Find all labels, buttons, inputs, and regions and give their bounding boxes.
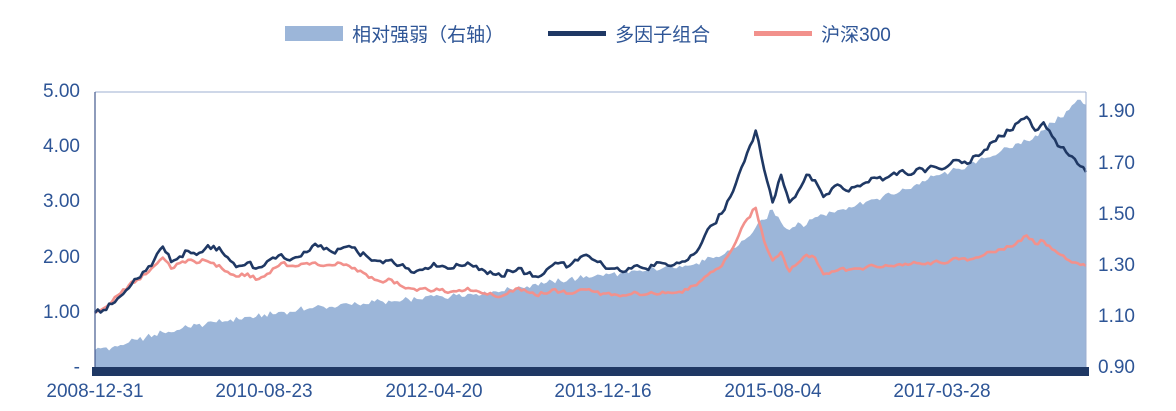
legend-item-csi300: 沪深300: [754, 20, 891, 47]
x-axis-tick-label: 2013-12-16: [554, 381, 652, 402]
chart-legend: 相对强弱（右轴） 多因子组合 沪深300: [0, 20, 1176, 47]
relative-strength-area: [95, 99, 1086, 368]
legend-label-multifactor: 多因子组合: [615, 25, 711, 46]
legend-label-relative-strength: 相对强弱（右轴）: [352, 25, 505, 46]
legend-label-csi300: 沪深300: [821, 25, 891, 46]
x-axis-tick-label: 2010-08-23: [215, 381, 313, 402]
y-axis-tick-label-right: 0.90: [1098, 357, 1135, 378]
x-axis-tick-label: 2017-03-28: [893, 381, 991, 402]
csi300-line-swatch-icon: [754, 31, 813, 36]
y-axis-tick-label-right: 1.10: [1098, 305, 1135, 327]
y-axis-tick-label-right: 1.30: [1098, 254, 1135, 276]
multifactor-line-swatch-icon: [548, 31, 607, 36]
y-axis-tick-label-right: 1.90: [1098, 101, 1135, 123]
y-axis-tick-label-right: 1.70: [1098, 152, 1135, 174]
x-axis-tick-label: 2008-12-31: [46, 381, 144, 402]
x-axis-tick-label: 2012-04-20: [385, 381, 483, 402]
relative-strength-area-swatch-icon: [285, 26, 344, 41]
y-axis-tick-label-left: 5.00: [43, 81, 80, 102]
y-axis-tick-label-right: 1.50: [1098, 203, 1135, 225]
x-axis-bar: [92, 367, 1089, 376]
x-axis-tick-label: 2015-08-04: [724, 381, 822, 402]
legend-item-relative-strength: 相对强弱（右轴）: [285, 20, 504, 47]
y-axis-tick-label-left: 2.00: [43, 246, 80, 268]
y-axis-tick-label-left: 1.00: [43, 301, 80, 323]
legend-item-multifactor: 多因子组合: [548, 20, 710, 47]
csi300-line: [94, 206, 1087, 314]
multifactor-line: [94, 115, 1088, 314]
y-axis-tick-label-left: 3.00: [43, 191, 80, 213]
y-axis-tick-label-left: -: [73, 357, 80, 378]
y-axis-tick-label-left: 4.00: [43, 136, 80, 158]
